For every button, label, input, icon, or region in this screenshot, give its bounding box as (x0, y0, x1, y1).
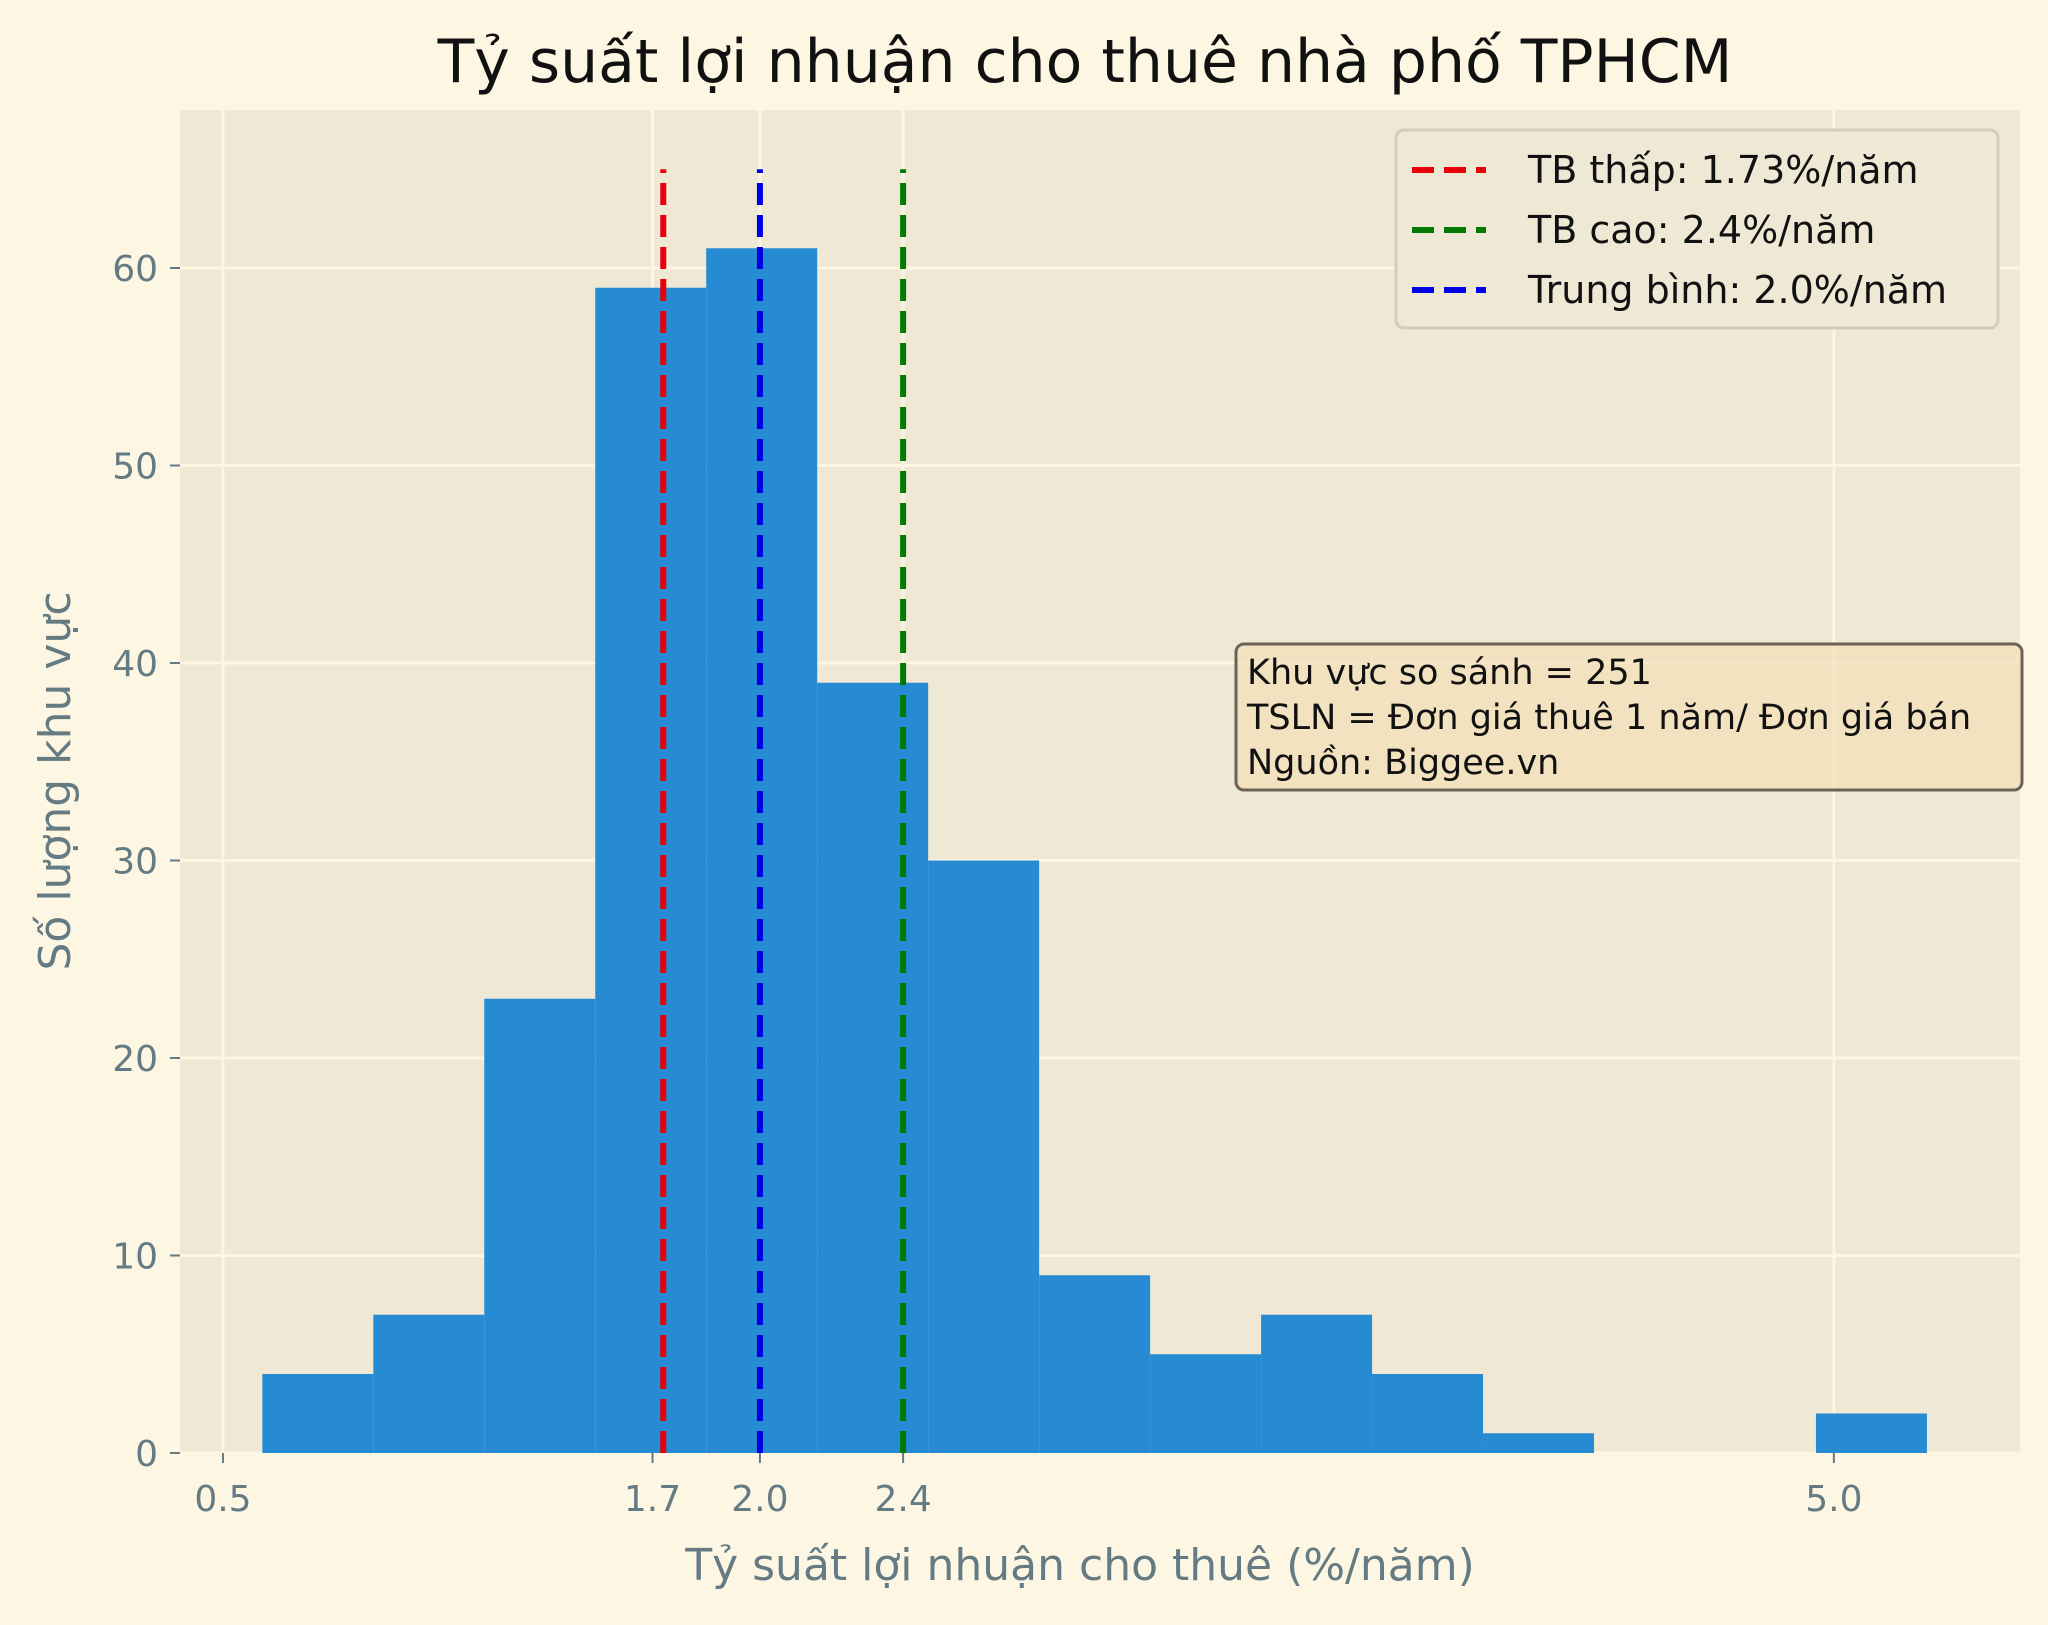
histogram-bar (373, 1314, 485, 1453)
x-tick-label: 0.5 (194, 1479, 251, 1520)
legend-label: TB cao: 2.4%/năm (1527, 208, 1875, 252)
x-tick-label: 2.0 (731, 1479, 788, 1520)
histogram-bar (595, 287, 707, 1453)
histogram-bar (1815, 1413, 1927, 1453)
legend-label: TB thấp: 1.73%/năm (1527, 148, 1919, 192)
histogram-bar (1261, 1314, 1373, 1453)
x-axis-label: Tỷ suất lợi nhuận cho thuê (%/năm) (684, 1540, 1475, 1591)
legend-label: Trung bình: 2.0%/năm (1527, 268, 1947, 312)
annotation-line: Nguồn: Biggee.vn (1247, 743, 1559, 783)
reference-lines (660, 169, 907, 1453)
histogram-bar (817, 682, 929, 1453)
x-tick-label: 2.4 (874, 1479, 931, 1520)
y-tick-label: 10 (112, 1237, 158, 1278)
histogram-bar (1483, 1433, 1595, 1453)
x-tick-label: 1.7 (624, 1479, 681, 1520)
annotation-box: Khu vực so sánh = 251 TSLN = Đơn giá thuê… (1234, 642, 2024, 792)
y-tick-label: 0 (135, 1434, 158, 1475)
legend-box (1394, 128, 2000, 330)
y-tick-label: 30 (112, 842, 158, 883)
x-tick-label: 5.0 (1805, 1479, 1862, 1520)
histogram-bar (1039, 1275, 1151, 1453)
y-tick-label: 20 (112, 1039, 158, 1080)
histogram-bars (262, 248, 1927, 1453)
annotation-line: TSLN = Đơn giá thuê 1 năm/ Đơn giá bán (1246, 698, 1971, 738)
histogram-bar (262, 1374, 374, 1453)
histogram-bar (484, 998, 596, 1453)
chart-title: Tỷ suất lợi nhuận cho thuê nhà phố TPHCM (437, 27, 1733, 97)
legend: TB thấp: 1.73%/năm TB cao: 2.4%/năm Trung … (1394, 128, 2000, 330)
axis-ticks: 0.5 1.7 2.0 2.4 5.0 0 10 20 30 40 50 60 (112, 249, 1862, 1520)
histogram-bar (928, 860, 1040, 1453)
annotation-frame (1234, 642, 2024, 792)
y-axis-label: Số lượng khu vực (30, 591, 81, 970)
y-tick-label: 40 (112, 644, 158, 685)
annotation-line: Khu vực so sánh = 251 (1247, 653, 1652, 693)
histogram-bar (1372, 1374, 1484, 1453)
y-tick-label: 50 (112, 447, 158, 488)
histogram-bar (1150, 1354, 1262, 1453)
y-tick-label: 60 (112, 249, 158, 290)
